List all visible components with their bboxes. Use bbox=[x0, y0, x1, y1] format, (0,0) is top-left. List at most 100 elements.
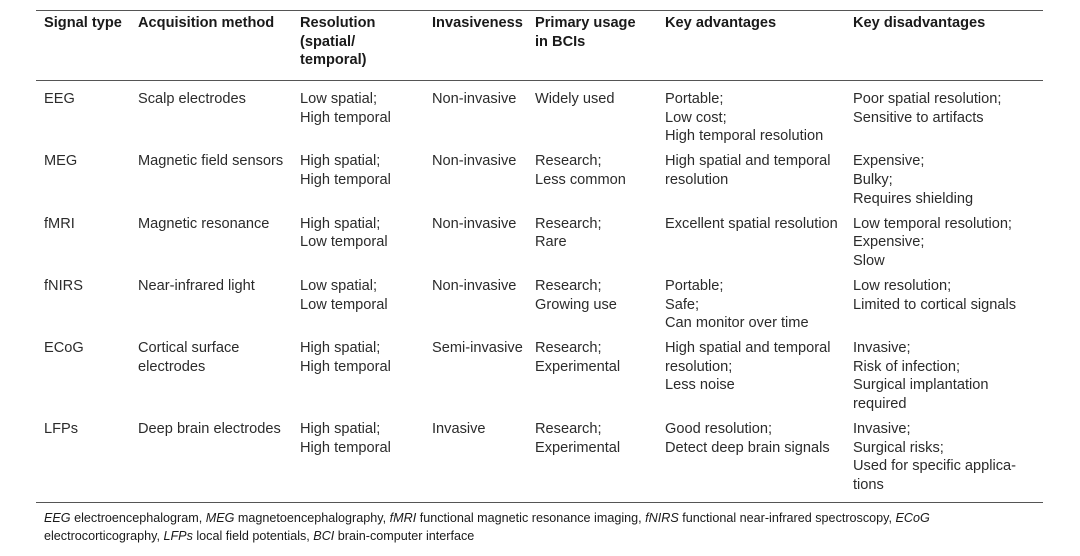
table-cell: Cortical surface bbox=[138, 340, 240, 357]
table-cell: tions bbox=[853, 476, 884, 493]
table-cell: Less noise bbox=[665, 377, 735, 394]
table-cell: High spatial; bbox=[300, 340, 381, 357]
table-cell: Risk of infection; bbox=[853, 358, 961, 375]
header-cell: Resolution bbox=[300, 15, 376, 31]
table-cell: Low temporal bbox=[300, 296, 388, 313]
table-cell: Poor spatial resolution; bbox=[853, 91, 1002, 107]
header-cell: (spatial/ bbox=[300, 33, 356, 50]
table-cell: Research; bbox=[535, 277, 602, 294]
footnote-def: electrocorticography, bbox=[44, 529, 160, 543]
footnote-def: magnetoencephalography, bbox=[237, 511, 387, 525]
table-cell: Safe; bbox=[665, 296, 700, 313]
header-cell: Signal type bbox=[44, 15, 122, 31]
table-cell: Low temporal resolution; bbox=[853, 215, 1012, 232]
header-cell: Key disadvantages bbox=[853, 15, 986, 31]
header-cell: Primary usage bbox=[535, 15, 636, 31]
table-cell: Deep brain electrodes bbox=[138, 421, 281, 438]
footnote-def: electroencephalogram, bbox=[74, 511, 203, 525]
footnote-abbr: MEG bbox=[205, 511, 235, 525]
table-cell: Low spatial; bbox=[300, 91, 378, 107]
table-cell: Less common bbox=[535, 171, 626, 188]
footnote-abbr: EEG bbox=[44, 511, 71, 525]
table-cell: Semi-invasive bbox=[432, 340, 523, 357]
table-cell: Detect deep brain signals bbox=[665, 439, 830, 456]
footnote-abbr: LFPs bbox=[163, 529, 193, 543]
table-cell: High temporal bbox=[300, 358, 391, 375]
table-cell: Low temporal bbox=[300, 234, 388, 251]
table-cell: electrodes bbox=[138, 358, 206, 375]
table-cell: EEG bbox=[44, 91, 75, 107]
table-cell: High spatial; bbox=[300, 153, 381, 170]
table-cell: Research; bbox=[535, 340, 602, 357]
table-cell: Low cost; bbox=[665, 109, 727, 126]
table-cell: High spatial; bbox=[300, 421, 381, 438]
table-cell: Used for specific applica- bbox=[853, 458, 1017, 475]
table-cell: Low resolution; bbox=[853, 277, 952, 294]
table-cell: required bbox=[853, 396, 907, 412]
table-cell: resolution; bbox=[665, 358, 733, 375]
table-cell: Limited to cortical signals bbox=[853, 296, 1017, 313]
header-cell: Invasiveness bbox=[432, 15, 523, 31]
table-cell: Slow bbox=[853, 252, 885, 269]
table-cell: Portable; bbox=[665, 91, 724, 107]
header-cell: Acquisition method bbox=[138, 15, 275, 31]
table-cell: High spatial and temporal bbox=[665, 153, 831, 170]
table-cell: Excellent spatial resolution bbox=[665, 215, 838, 232]
table-cell: Invasive; bbox=[853, 421, 911, 438]
table-cell: resolution bbox=[665, 171, 729, 188]
top-rule bbox=[36, 10, 1043, 11]
table-cell: Non-invasive bbox=[432, 277, 517, 294]
table-cell: High spatial; bbox=[300, 215, 381, 232]
table-cell: Widely used bbox=[535, 91, 615, 107]
table-cell: fNIRS bbox=[44, 277, 83, 294]
footnote: EEG electroencephalogram, MEG magnetoenc… bbox=[44, 509, 1004, 545]
table-cell: Near-infrared light bbox=[138, 277, 255, 294]
footnote-def: brain-computer interface bbox=[337, 529, 475, 543]
table-cell: Magnetic resonance bbox=[138, 215, 270, 232]
table-cell: High temporal resolution bbox=[665, 128, 824, 145]
table-cell: fMRI bbox=[44, 215, 75, 232]
header-rule bbox=[36, 80, 1043, 81]
table-cell: Research; bbox=[535, 421, 602, 438]
table-cell: Bulky; bbox=[853, 171, 893, 188]
footnote-abbr: ECoG bbox=[895, 511, 930, 525]
table-cell: Sensitive to artifacts bbox=[853, 109, 984, 126]
header-cell: in BCIs bbox=[535, 33, 586, 50]
bottom-rule bbox=[36, 502, 1043, 503]
table-cell: Non-invasive bbox=[432, 91, 517, 107]
table-cell: Good resolution; bbox=[665, 421, 773, 438]
table-cell: Non-invasive bbox=[432, 153, 517, 170]
table-cell: High spatial and temporal bbox=[665, 340, 831, 357]
table-cell: MEG bbox=[44, 153, 78, 170]
table-cell: Expensive; bbox=[853, 234, 925, 251]
footnote-def: local field potentials, bbox=[196, 529, 310, 543]
table-cell: Growing use bbox=[535, 296, 617, 313]
footnote-abbr: fNIRS bbox=[645, 511, 679, 525]
table-cell: Non-invasive bbox=[432, 215, 517, 232]
header-cell: Key advantages bbox=[665, 15, 777, 31]
table-cell: Rare bbox=[535, 234, 567, 251]
footnote-def: functional magnetic resonance imaging, bbox=[419, 511, 642, 525]
table-cell: Experimental bbox=[535, 439, 621, 456]
table-cell: Invasive; bbox=[853, 340, 911, 357]
table-cell: Research; bbox=[535, 215, 602, 232]
table-cell: Surgical risks; bbox=[853, 439, 944, 456]
table-cell: ECoG bbox=[44, 340, 84, 357]
table-cell: Requires shielding bbox=[853, 190, 974, 207]
table-cell: Experimental bbox=[535, 358, 621, 375]
table-cell: Low spatial; bbox=[300, 277, 378, 294]
table-cell: Expensive; bbox=[853, 153, 925, 170]
table-cell: LFPs bbox=[44, 421, 79, 438]
table-cell: Can monitor over time bbox=[665, 315, 809, 332]
footnote-def: functional near-infrared spectroscopy, bbox=[682, 511, 893, 525]
footnote-abbr: BCI bbox=[313, 529, 335, 543]
table-cell: Portable; bbox=[665, 277, 724, 294]
table-cell: High temporal bbox=[300, 439, 391, 456]
table-cell: Magnetic field sensors bbox=[138, 153, 284, 170]
header-cell: temporal) bbox=[300, 52, 367, 69]
footnote-abbr: fMRI bbox=[389, 511, 417, 525]
table-cell: High temporal bbox=[300, 171, 391, 188]
table-cell: Invasive bbox=[432, 421, 486, 438]
table-cell: Research; bbox=[535, 153, 602, 170]
